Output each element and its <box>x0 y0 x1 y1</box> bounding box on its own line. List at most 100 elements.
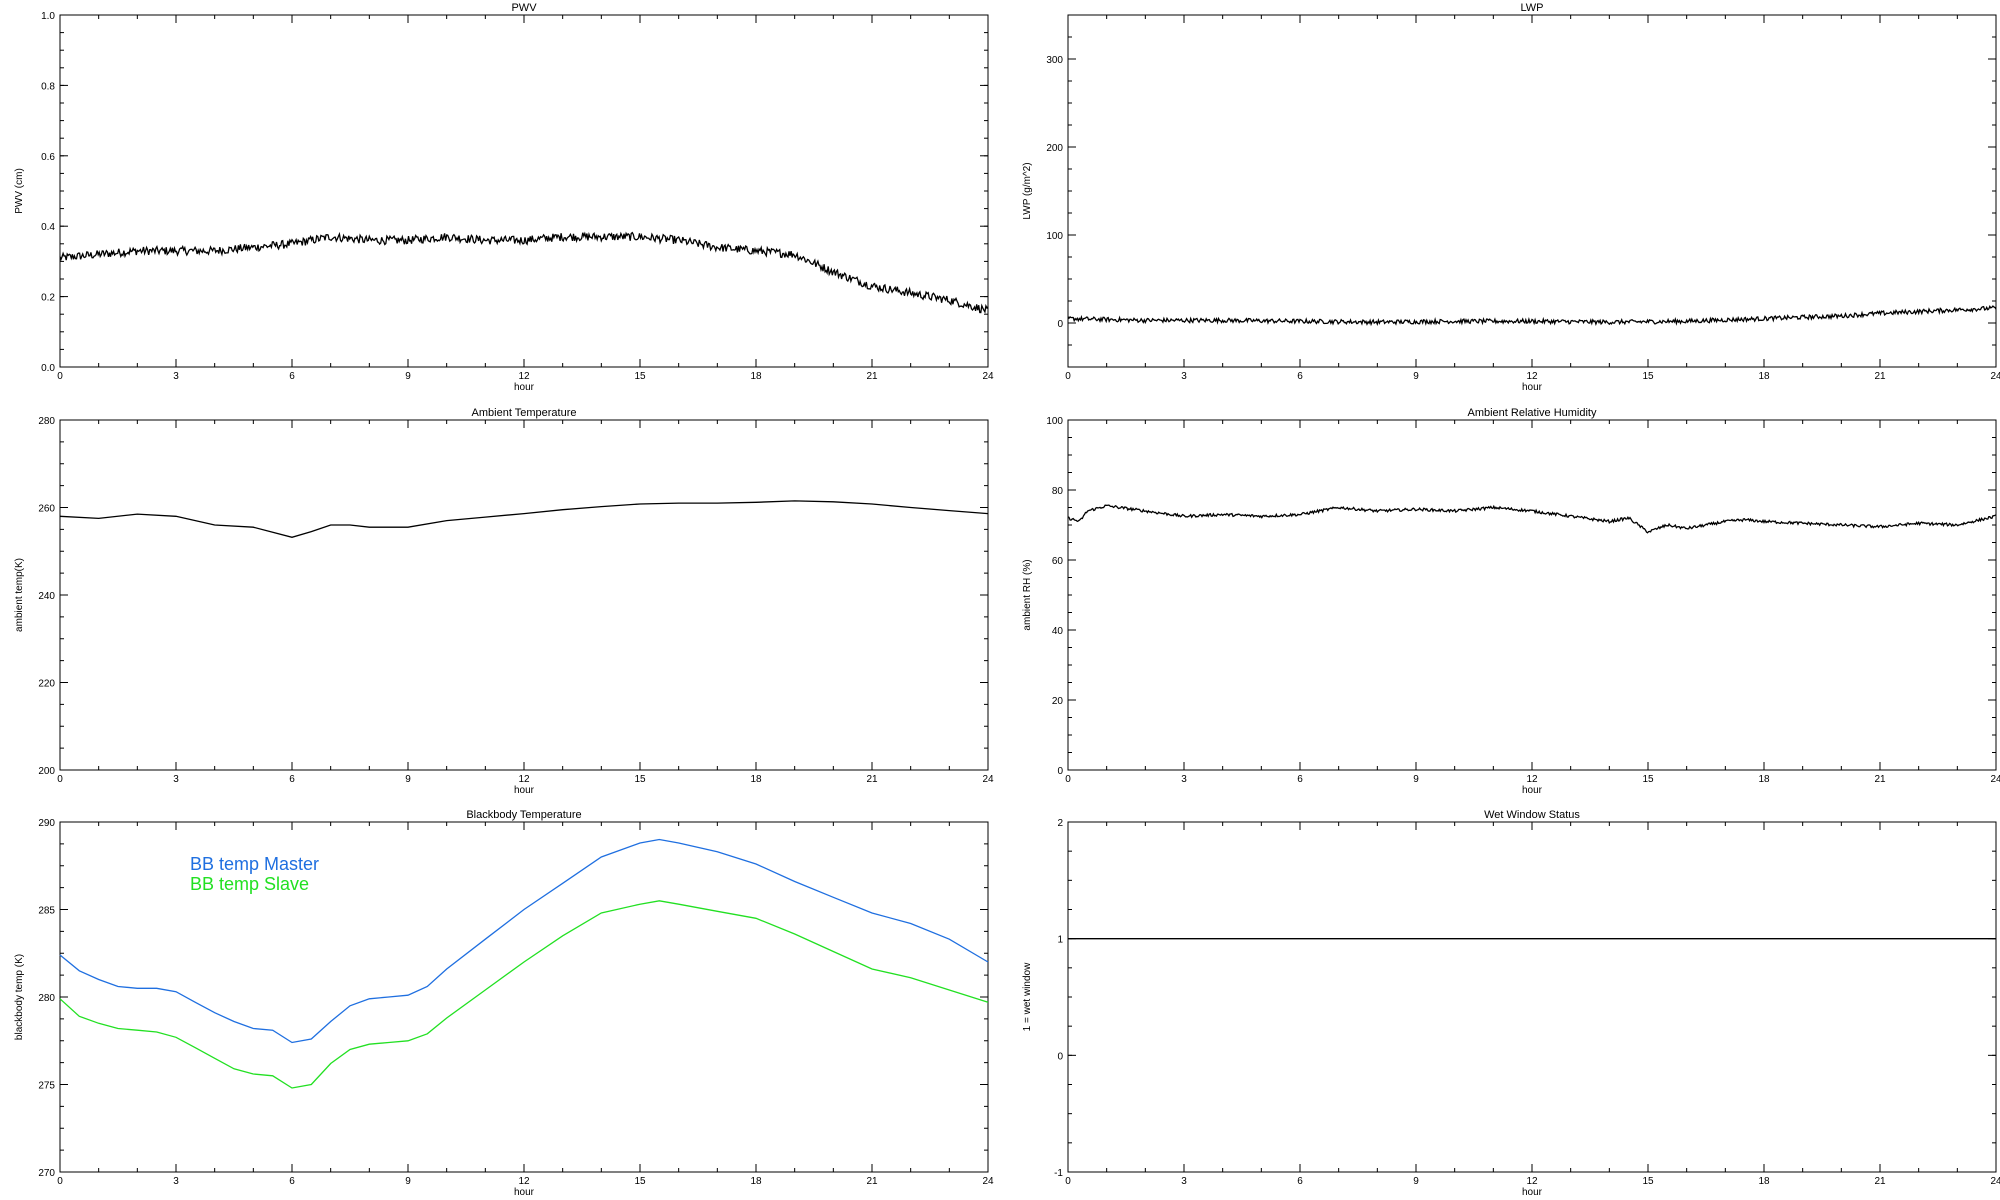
chart-panel-2: Ambient Temperature 0 3 6 9 12 15 18 21 24 200 220 2… <box>14 407 994 796</box>
series-line-0 <box>1067 305 1997 327</box>
x-tick-label: 24 <box>1990 1176 2000 1187</box>
y-tick-label: 2 <box>1057 818 1063 829</box>
x-tick-label: 9 <box>405 371 411 382</box>
x-tick-label: 18 <box>750 371 762 382</box>
y-tick-label: 20 <box>1052 696 1064 707</box>
x-tick-label: 21 <box>1874 774 1886 785</box>
x-tick-label: 9 <box>405 1176 411 1187</box>
y-tick-label: 1.0 <box>41 11 55 22</box>
y-tick-label: 200 <box>1046 143 1063 154</box>
x-tick-label: 9 <box>405 774 411 785</box>
x-tick-label: 3 <box>173 1176 179 1187</box>
chart-title: LWP <box>1520 2 1543 14</box>
series-line-0 <box>59 231 989 314</box>
x-tick-label: 21 <box>866 1176 878 1187</box>
x-tick-label: 3 <box>1181 774 1187 785</box>
x-tick-label: 21 <box>1874 371 1886 382</box>
x-tick-label: 21 <box>1874 1176 1886 1187</box>
x-axis-label: hour <box>1522 1187 1543 1198</box>
y-tick-label: 300 <box>1046 55 1063 66</box>
x-axis-label: hour <box>514 1187 535 1198</box>
x-tick-label: 12 <box>518 774 530 785</box>
series-line-slave <box>59 900 989 1089</box>
x-tick-label: 9 <box>1413 1176 1419 1187</box>
chart-title: PWV <box>511 2 537 14</box>
x-tick-label: 15 <box>1642 1176 1654 1187</box>
y-tick-label: 100 <box>1046 231 1063 242</box>
x-tick-label: 12 <box>1526 774 1538 785</box>
y-axis-label: blackbody temp (K) <box>14 954 25 1040</box>
plot-frame <box>59 14 989 368</box>
chart-panel-1: LWP 0 3 6 9 12 15 18 21 24 0 100 200 300 hour LWP (g/m^… <box>1022 2 2000 393</box>
x-tick-label: 3 <box>1181 371 1187 382</box>
y-axis-label: ambient RH (%) <box>1022 559 1033 630</box>
x-tick-label: 15 <box>1642 774 1654 785</box>
y-axis-label: ambient temp(K) <box>14 558 25 632</box>
x-tick-label: 6 <box>289 774 295 785</box>
x-tick-label: 24 <box>982 1176 994 1187</box>
y-tick-label: -1 <box>1054 1168 1063 1179</box>
y-tick-label: 60 <box>1052 556 1064 567</box>
x-tick-label: 9 <box>1413 774 1419 785</box>
x-tick-label: 18 <box>1758 774 1770 785</box>
y-tick-label: 0.8 <box>41 81 55 92</box>
x-tick-label: 24 <box>982 774 994 785</box>
x-tick-label: 18 <box>750 774 762 785</box>
y-tick-label: 40 <box>1052 626 1064 637</box>
x-tick-label: 18 <box>1758 371 1770 382</box>
y-tick-label: 260 <box>38 504 55 515</box>
x-tick-label: 0 <box>1065 371 1071 382</box>
x-tick-label: 3 <box>173 774 179 785</box>
y-tick-label: 0.4 <box>41 222 55 233</box>
y-tick-label: 0.2 <box>41 293 55 304</box>
legend-slave: BB temp Slave <box>190 874 309 894</box>
y-tick-label: 0 <box>1057 319 1063 330</box>
series-line-0 <box>1067 504 1997 534</box>
x-tick-label: 12 <box>1526 371 1538 382</box>
y-tick-label: 285 <box>38 906 55 917</box>
y-tick-label: 0.6 <box>41 152 55 163</box>
series-line-0 <box>59 838 989 1044</box>
x-tick-label: 24 <box>1990 774 2000 785</box>
x-tick-label: 6 <box>289 371 295 382</box>
chart-title: Ambient Relative Humidity <box>1468 407 1597 419</box>
x-tick-label: 18 <box>750 1176 762 1187</box>
x-tick-label: 0 <box>57 774 63 785</box>
x-tick-label: 12 <box>518 371 530 382</box>
x-tick-label: 0 <box>1065 1176 1071 1187</box>
y-tick-label: 200 <box>38 766 55 777</box>
x-tick-label: 21 <box>866 371 878 382</box>
y-tick-label: 275 <box>38 1081 55 1092</box>
x-tick-label: 0 <box>57 1176 63 1187</box>
x-tick-label: 6 <box>289 1176 295 1187</box>
x-tick-label: 15 <box>1642 371 1654 382</box>
y-tick-label: 220 <box>38 679 55 690</box>
y-tick-label: 280 <box>38 993 55 1004</box>
x-tick-label: 12 <box>1526 1176 1538 1187</box>
x-tick-label: 6 <box>1297 371 1303 382</box>
x-tick-label: 15 <box>634 774 646 785</box>
x-tick-label: 18 <box>1758 1176 1770 1187</box>
y-axis-label: 1 = wet window <box>1022 962 1033 1031</box>
y-tick-label: 280 <box>38 416 55 427</box>
plot-frame <box>1067 419 1997 771</box>
chart-panel-4: Blackbody Temperature 0 3 6 9 12 15 18 21 24 270 27… <box>14 809 994 1198</box>
x-axis-label: hour <box>514 785 535 796</box>
series-line-0 <box>59 500 989 538</box>
x-tick-label: 3 <box>173 371 179 382</box>
x-tick-label: 0 <box>1065 774 1071 785</box>
chart-title: Blackbody Temperature <box>466 809 581 821</box>
x-tick-label: 6 <box>1297 1176 1303 1187</box>
y-axis-label: LWP (g/m^2) <box>1022 162 1033 219</box>
x-tick-label: 15 <box>634 1176 646 1187</box>
x-axis-label: hour <box>514 382 535 393</box>
x-tick-label: 0 <box>57 371 63 382</box>
legend-master: BB temp Master <box>190 854 319 874</box>
y-tick-label: 240 <box>38 591 55 602</box>
chart-title: Ambient Temperature <box>472 407 577 419</box>
y-tick-label: 100 <box>1046 416 1063 427</box>
x-tick-label: 21 <box>866 774 878 785</box>
y-tick-label: 290 <box>38 818 55 829</box>
